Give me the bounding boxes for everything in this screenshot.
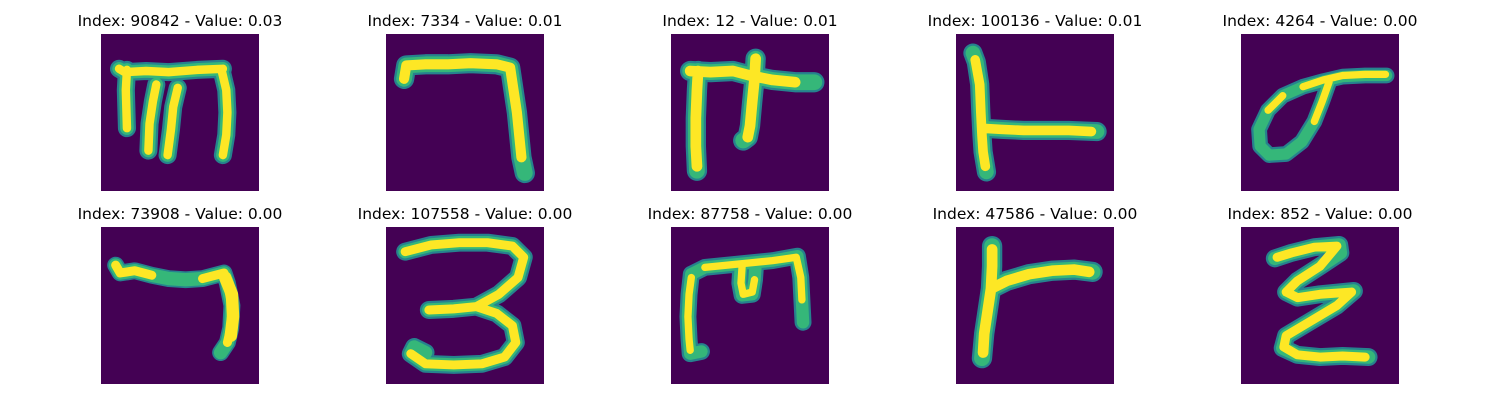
panel-title: Index: 107558 - Value: 0.00	[357, 205, 573, 223]
digit-image-7	[386, 227, 544, 384]
digit-image-8	[671, 227, 829, 384]
digit-image-9	[956, 227, 1114, 384]
panel-title: Index: 7334 - Value: 0.01	[367, 12, 563, 30]
panel-title: Index: 47586 - Value: 0.00	[932, 205, 1138, 223]
panel-title: Index: 4264 - Value: 0.00	[1222, 12, 1418, 30]
panel-title: Index: 73908 - Value: 0.00	[77, 205, 283, 223]
digit-image-5	[1241, 34, 1399, 191]
digit-image-1	[101, 34, 259, 191]
panel-title: Index: 90842 - Value: 0.03	[77, 12, 283, 30]
panel-title: Index: 12 - Value: 0.01	[662, 12, 838, 30]
digit-image-3	[671, 34, 829, 191]
panel-title: Index: 87758 - Value: 0.00	[647, 205, 853, 223]
digit-image-10	[1241, 227, 1399, 384]
panel-title: Index: 100136 - Value: 0.01	[927, 12, 1143, 30]
panel-title: Index: 852 - Value: 0.00	[1227, 205, 1413, 223]
digit-image-4	[956, 34, 1114, 191]
digit-image-2	[386, 34, 544, 191]
digit-image-6	[101, 227, 259, 384]
